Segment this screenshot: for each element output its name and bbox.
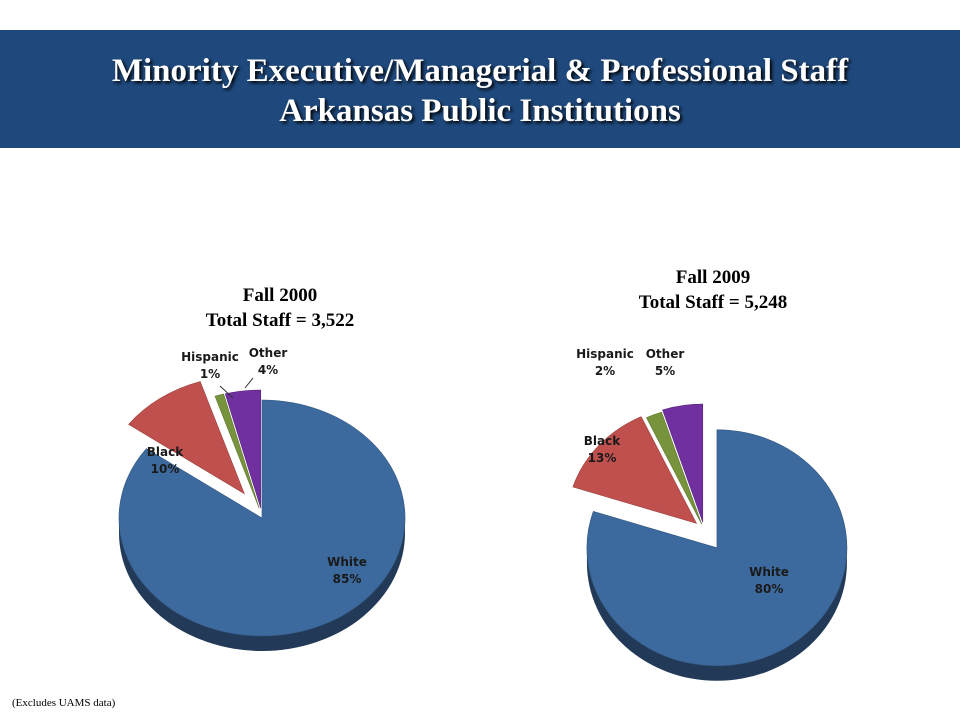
pie-slice-white: [118, 399, 406, 637]
page-title-line1: Minority Executive/Managerial & Professi…: [111, 53, 849, 89]
chart-title-line1: Fall 2009: [675, 267, 751, 288]
slice-value-white: 85%: [333, 572, 362, 586]
slice-label-hispanic: Hispanic: [576, 347, 634, 361]
slice-value-black: 10%: [151, 462, 180, 476]
slice-value-other: 4%: [258, 363, 278, 377]
slice-label-black: Black: [584, 434, 621, 448]
pie-chart-fall-2000: White 85% Black 10% Hispanic 1% Other 4%: [118, 346, 406, 651]
slice-label-hispanic: Hispanic: [181, 350, 239, 364]
pie-chart-fall-2009: White 80% Black 13% Hispanic 2% Other 5%: [572, 347, 848, 681]
pie-slice-black: [128, 381, 245, 495]
pie-slice-other: [662, 403, 704, 523]
slice-label-white: White: [749, 565, 789, 579]
slice-label-other: Other: [249, 346, 288, 360]
slice-value-hispanic: 1%: [200, 367, 220, 381]
pie-slice-hispanic: [646, 411, 703, 525]
page-title-line2: Arkansas Public Institutions: [279, 93, 681, 129]
pie-slice-white: [586, 429, 848, 667]
slice-value-white: 80%: [755, 582, 784, 596]
chart-title-line2: Total Staff = 5,248: [638, 292, 788, 313]
title-banner: Minority Executive/Managerial & Professi…: [0, 30, 960, 148]
slice-value-other: 5%: [655, 364, 675, 378]
footnote: (Excludes UAMS data): [12, 697, 116, 709]
slice-label-black: Black: [147, 445, 184, 459]
pie-slice-other: [224, 389, 262, 509]
slice-value-black: 13%: [588, 451, 617, 465]
slice-label-white: White: [327, 555, 367, 569]
slice-label-other: Other: [646, 347, 685, 361]
pie-slice-hispanic: [214, 393, 260, 509]
pie-slice-black: [572, 416, 698, 524]
leader-line-hispanic: [219, 385, 234, 399]
slice-value-hispanic: 2%: [595, 364, 615, 378]
chart-title-fall-2000: Fall 2000 Total Staff = 3,522: [130, 283, 430, 333]
chart-title-fall-2009: Fall 2009 Total Staff = 5,248: [563, 265, 863, 315]
chart-title-line2: Total Staff = 3,522: [205, 310, 355, 331]
chart-title-line1: Fall 2000: [242, 285, 318, 306]
leader-line-other: [244, 377, 254, 389]
